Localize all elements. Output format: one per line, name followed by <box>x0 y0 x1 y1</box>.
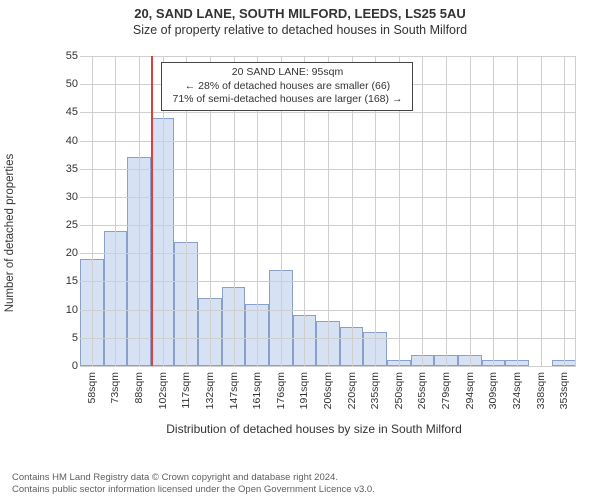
y-tick-label: 45 <box>64 106 78 118</box>
gridline-vertical <box>575 56 576 366</box>
x-tick-label: 176sqm <box>275 372 287 409</box>
y-tick-label: 30 <box>64 191 78 203</box>
x-tick-label: 161sqm <box>251 372 263 409</box>
x-tick-label: 147sqm <box>228 372 240 409</box>
x-tick-label: 73sqm <box>109 372 121 404</box>
x-tick-label: 220sqm <box>346 372 358 409</box>
y-tick-label: 10 <box>64 304 78 316</box>
x-tick-label: 132sqm <box>204 372 216 409</box>
chart-area: Number of detached properties 20 SAND LA… <box>44 48 584 418</box>
annotation-line-2: ← 28% of detached houses are smaller (66… <box>172 80 402 94</box>
x-tick-label: 250sqm <box>393 372 405 409</box>
x-axis-label: Distribution of detached houses by size … <box>44 422 584 436</box>
gridline-vertical <box>470 56 471 366</box>
gridline-vertical <box>422 56 423 366</box>
x-tick-label: 88sqm <box>133 372 145 404</box>
x-tick-label: 206sqm <box>322 372 334 409</box>
y-tick-label: 55 <box>64 50 78 62</box>
y-axis-label: Number of detached properties <box>4 154 16 313</box>
x-tick-label: 309sqm <box>487 372 499 409</box>
y-tick-label: 50 <box>64 78 78 90</box>
property-marker-line <box>151 56 153 366</box>
gridline-vertical <box>92 56 93 366</box>
y-tick-label: 5 <box>64 332 78 344</box>
y-tick-label: 25 <box>64 219 78 231</box>
x-tick-label: 324sqm <box>511 372 523 409</box>
y-tick-label: 15 <box>64 275 78 287</box>
y-tick-label: 0 <box>64 360 78 372</box>
footer: Contains HM Land Registry data © Crown c… <box>0 472 600 496</box>
x-tick-label: 294sqm <box>464 372 476 409</box>
gridline-vertical <box>517 56 518 366</box>
x-tick-label: 102sqm <box>157 372 169 409</box>
gridline-vertical <box>493 56 494 366</box>
y-tick-label: 20 <box>64 247 78 259</box>
annotation-box: 20 SAND LANE: 95sqm ← 28% of detached ho… <box>161 62 413 111</box>
y-tick-label: 40 <box>64 135 78 147</box>
x-tick-label: 279sqm <box>440 372 452 409</box>
gridline-vertical <box>541 56 542 366</box>
footer-line-2: Contains public sector information licen… <box>12 484 592 496</box>
plot-area: 20 SAND LANE: 95sqm ← 28% of detached ho… <box>80 56 576 366</box>
x-tick-label: 58sqm <box>86 372 98 404</box>
gridline-vertical <box>139 56 140 366</box>
x-tick-label: 353sqm <box>558 372 570 409</box>
x-tick-label: 338sqm <box>535 372 547 409</box>
chart-container: 20, SAND LANE, SOUTH MILFORD, LEEDS, LS2… <box>0 0 600 500</box>
chart-subtitle: Size of property relative to detached ho… <box>0 22 600 37</box>
annotation-line-3: 71% of semi-detached houses are larger (… <box>172 93 402 107</box>
x-tick-label: 265sqm <box>416 372 428 409</box>
x-tick-label: 117sqm <box>180 372 192 409</box>
x-tick-label: 235sqm <box>369 372 381 409</box>
footer-line-1: Contains HM Land Registry data © Crown c… <box>12 472 592 484</box>
y-tick-label: 35 <box>64 163 78 175</box>
annotation-line-1: 20 SAND LANE: 95sqm <box>172 66 402 80</box>
gridline-vertical <box>446 56 447 366</box>
gridline-vertical <box>564 56 565 366</box>
gridline-vertical <box>115 56 116 366</box>
x-tick-label: 191sqm <box>298 372 310 409</box>
chart-title: 20, SAND LANE, SOUTH MILFORD, LEEDS, LS2… <box>0 0 600 22</box>
gridline-horizontal <box>80 366 576 367</box>
